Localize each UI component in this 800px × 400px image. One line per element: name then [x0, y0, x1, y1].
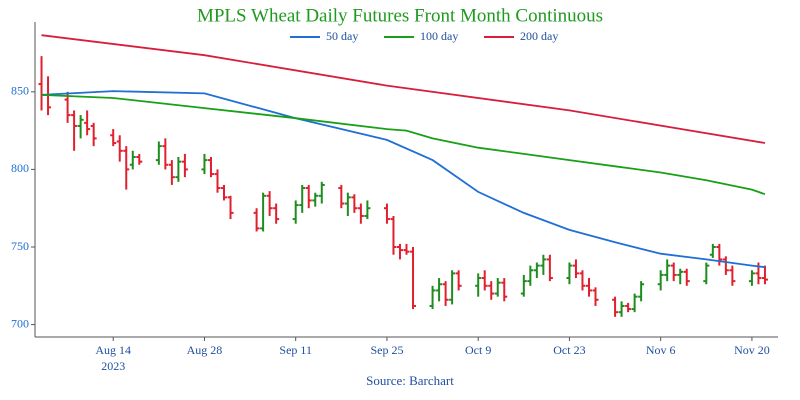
x-tick-label: Aug 28 [187, 343, 223, 357]
x-tick-label: Sep 11 [279, 343, 312, 357]
x-tick-label: Nov 6 [646, 343, 676, 357]
x-tick-label: Oct 9 [465, 343, 491, 357]
legend-label: 200 day [520, 29, 558, 43]
moving-average-line [41, 34, 766, 144]
moving-average-line [41, 90, 766, 269]
x-tick-label: Oct 23 [553, 343, 585, 357]
x-tick-label: Nov 20 [734, 343, 770, 357]
y-tick-label: 800 [11, 161, 29, 175]
moving-average-line [41, 94, 766, 196]
chart-title: MPLS Wheat Daily Futures Front Month Con… [197, 5, 603, 26]
legend-label: 100 day [420, 29, 458, 43]
y-tick-label: 850 [11, 84, 29, 98]
x-year-label: 2023 [101, 359, 125, 373]
legend-label: 50 day [326, 29, 358, 43]
y-tick-label: 750 [11, 239, 29, 253]
source: Source: Barchart [366, 373, 454, 388]
x-tick-label: Sep 25 [370, 343, 403, 357]
x-tick-label: Aug 14 [95, 343, 131, 357]
y-tick-label: 700 [11, 316, 29, 330]
